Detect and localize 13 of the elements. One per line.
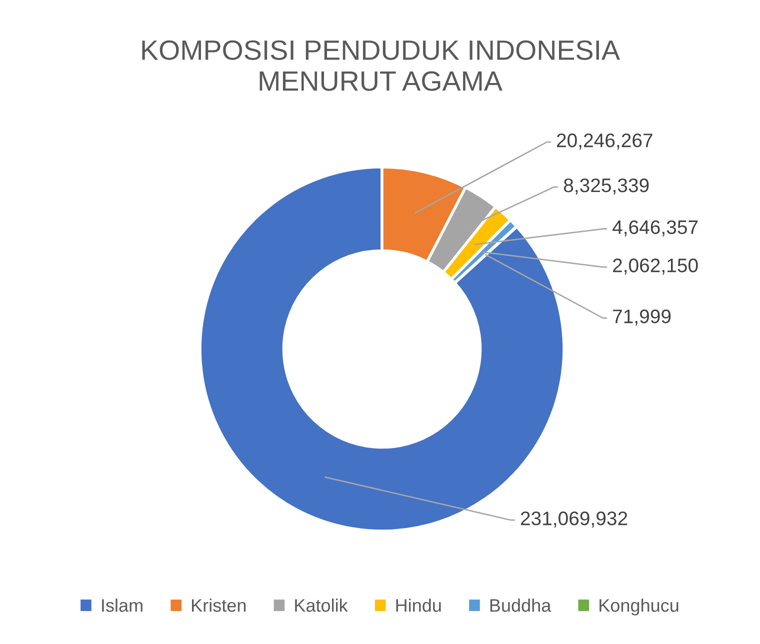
chart-title: KOMPOSISI PENDUDUK INDONESIA MENURUT AGAMA bbox=[142, 40, 620, 91]
legend-label: Buddha bbox=[490, 598, 552, 612]
data-label: 2,062,150 bbox=[613, 258, 698, 275]
data-label: 20,246,267 bbox=[556, 134, 652, 150]
legend-label: Hindu bbox=[396, 598, 441, 612]
legend-label: Kristen bbox=[192, 598, 246, 612]
legend-label: Islam bbox=[102, 598, 142, 612]
legend-label: Katolik bbox=[295, 598, 348, 612]
data-label: 4,646,357 bbox=[612, 220, 698, 236]
legend-label: Konghucu bbox=[600, 598, 678, 616]
data-label: 71,999 bbox=[613, 310, 671, 326]
data-label: 8,325,339 bbox=[564, 178, 649, 195]
data-label: 231,069,932 bbox=[520, 512, 628, 528]
